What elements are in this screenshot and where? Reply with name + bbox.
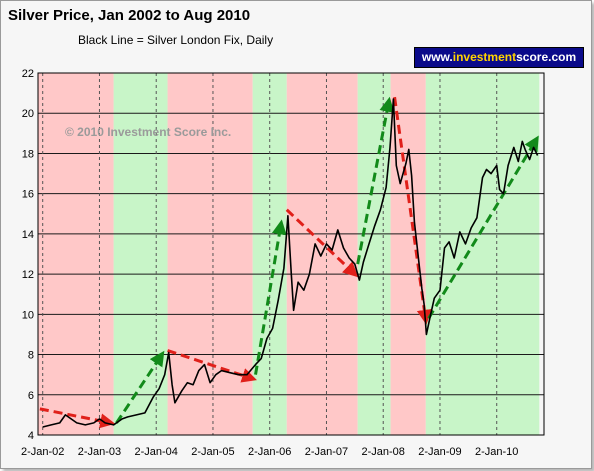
regime-band-bull-1 xyxy=(113,73,168,435)
x-tick-label-5: 2-Jan-07 xyxy=(305,446,348,458)
brand-suffix: score.com xyxy=(516,50,577,64)
y-tick-label-4: 12 xyxy=(22,269,34,281)
regime-band-bull-5 xyxy=(357,73,391,435)
x-axis-ticks: 2-Jan-02 2-Jan-03 2-Jan-04 2-Jan-05 2-Jan-06… xyxy=(21,446,518,458)
series-line-0 xyxy=(42,98,539,428)
y-tick-label-7: 18 xyxy=(22,148,34,160)
trend-arrow-bull-7 xyxy=(427,135,539,320)
y-axis-ticks: 4 6 8 10 12 14 16 18 20 22 xyxy=(22,68,34,442)
x-tick-label-6: 2-Jan-08 xyxy=(362,446,405,458)
y-tick-label-5: 14 xyxy=(22,229,34,241)
y-tick-label-6: 16 xyxy=(22,189,34,201)
trend-arrow-bear-4 xyxy=(285,208,359,278)
x-tick-label-7: 2-Jan-09 xyxy=(418,446,461,458)
y-tick-label-9: 22 xyxy=(22,68,34,80)
trend-arrow-bear-0 xyxy=(39,407,116,429)
x-tick-label-3: 2-Jan-05 xyxy=(191,446,234,458)
y-tick-label-8: 20 xyxy=(22,108,34,120)
brand-highlight: investment xyxy=(452,50,517,64)
x-tick-label-1: 2-Jan-03 xyxy=(78,446,121,458)
chart-subtitle: Black Line = Silver London Fix, Daily xyxy=(78,33,274,47)
gridlines xyxy=(38,73,544,435)
x-tick-label-8: 2-Jan-10 xyxy=(475,446,518,458)
brand-prefix: www. xyxy=(421,50,453,64)
regime-band-bull-7 xyxy=(425,73,540,435)
x-tick-label-2: 2-Jan-04 xyxy=(135,446,178,458)
x-tick-label-4: 2-Jan-06 xyxy=(248,446,291,458)
regime-band-bear-6 xyxy=(390,73,426,435)
regime-band-bear-0 xyxy=(38,73,114,435)
watermark-text: © 2010 Investment Score Inc. xyxy=(65,125,231,139)
trend-arrow-bull-3 xyxy=(254,219,287,375)
x-tick-label-0: 2-Jan-02 xyxy=(21,446,64,458)
y-tick-label-0: 4 xyxy=(28,430,34,442)
price-series xyxy=(42,98,539,428)
brand-badge[interactable]: www.investmentscore.com xyxy=(414,47,584,68)
y-tick-label-2: 8 xyxy=(28,350,34,362)
y-tick-label-3: 10 xyxy=(22,309,34,321)
y-tick-label-1: 6 xyxy=(28,390,34,402)
chart-title: Silver Price, Jan 2002 to Aug 2010 xyxy=(8,7,251,24)
plot-border xyxy=(37,72,545,436)
